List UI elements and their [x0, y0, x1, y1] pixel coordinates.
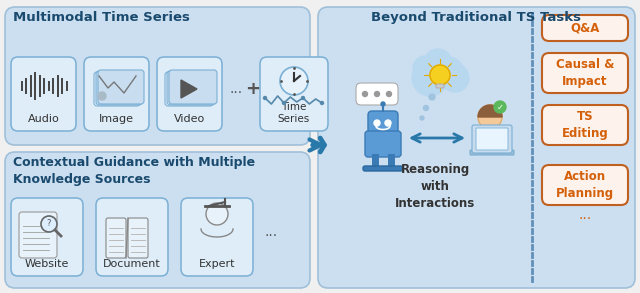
FancyBboxPatch shape	[98, 70, 144, 104]
Text: ?: ?	[47, 219, 51, 229]
FancyBboxPatch shape	[19, 212, 57, 258]
Circle shape	[494, 101, 506, 113]
FancyBboxPatch shape	[167, 71, 215, 105]
FancyBboxPatch shape	[365, 131, 401, 157]
FancyBboxPatch shape	[11, 198, 83, 276]
Circle shape	[264, 96, 266, 100]
FancyBboxPatch shape	[94, 72, 140, 106]
FancyBboxPatch shape	[165, 72, 213, 106]
FancyBboxPatch shape	[470, 150, 514, 155]
Circle shape	[413, 56, 437, 80]
Circle shape	[280, 67, 308, 95]
Circle shape	[282, 101, 285, 105]
FancyBboxPatch shape	[96, 71, 142, 105]
Text: ...: ...	[229, 82, 243, 96]
FancyArrowPatch shape	[310, 139, 321, 151]
Circle shape	[98, 92, 106, 100]
FancyBboxPatch shape	[356, 83, 398, 105]
Text: Image: Image	[99, 114, 134, 124]
Circle shape	[374, 91, 380, 96]
Circle shape	[432, 57, 464, 89]
Text: Beyond Traditional TS Tasks: Beyond Traditional TS Tasks	[371, 11, 581, 24]
FancyBboxPatch shape	[542, 15, 628, 41]
FancyBboxPatch shape	[96, 198, 168, 276]
Text: Expert: Expert	[199, 259, 236, 269]
Circle shape	[381, 102, 385, 106]
Circle shape	[424, 105, 429, 110]
Text: Causal &
Impact: Causal & Impact	[556, 59, 614, 88]
FancyBboxPatch shape	[11, 57, 76, 131]
Circle shape	[374, 120, 380, 126]
Circle shape	[424, 49, 452, 77]
Text: ...: ...	[579, 208, 591, 222]
FancyBboxPatch shape	[363, 166, 403, 171]
FancyBboxPatch shape	[542, 165, 628, 205]
FancyBboxPatch shape	[542, 105, 628, 145]
Circle shape	[385, 120, 391, 126]
Circle shape	[430, 65, 450, 85]
FancyBboxPatch shape	[84, 57, 149, 131]
Text: ✓: ✓	[497, 103, 504, 112]
FancyBboxPatch shape	[157, 57, 222, 131]
FancyBboxPatch shape	[476, 128, 508, 150]
Text: TS
Editing: TS Editing	[562, 110, 609, 139]
FancyBboxPatch shape	[318, 7, 635, 288]
FancyBboxPatch shape	[542, 53, 628, 93]
Polygon shape	[478, 105, 502, 117]
Text: Q&A: Q&A	[570, 21, 600, 35]
Text: Contextual Guidance with Multiple
Knowledge Sources: Contextual Guidance with Multiple Knowle…	[13, 156, 255, 185]
Text: Audio: Audio	[28, 114, 60, 124]
FancyBboxPatch shape	[5, 7, 310, 145]
FancyBboxPatch shape	[169, 70, 217, 104]
Text: Multimodal Time Series: Multimodal Time Series	[13, 11, 190, 24]
Text: Document: Document	[103, 259, 161, 269]
FancyBboxPatch shape	[436, 84, 444, 88]
Circle shape	[362, 91, 367, 96]
Circle shape	[321, 101, 323, 105]
Circle shape	[441, 64, 469, 92]
Text: ...: ...	[264, 225, 278, 239]
Text: Action
Planning: Action Planning	[556, 171, 614, 200]
Circle shape	[387, 91, 392, 96]
Text: Time
Series: Time Series	[278, 102, 310, 124]
Polygon shape	[181, 80, 197, 98]
Text: +: +	[246, 80, 260, 98]
FancyBboxPatch shape	[5, 152, 310, 288]
FancyBboxPatch shape	[181, 198, 253, 276]
Text: Reasoning
with
Interactions: Reasoning with Interactions	[395, 163, 475, 210]
Text: Video: Video	[174, 114, 205, 124]
Text: Website: Website	[25, 259, 69, 269]
Circle shape	[301, 96, 305, 100]
FancyBboxPatch shape	[260, 57, 328, 131]
FancyBboxPatch shape	[106, 218, 126, 258]
Circle shape	[412, 60, 448, 96]
Circle shape	[206, 203, 228, 225]
FancyBboxPatch shape	[128, 218, 148, 258]
FancyBboxPatch shape	[368, 111, 398, 133]
Circle shape	[420, 116, 424, 120]
Circle shape	[41, 216, 57, 232]
Circle shape	[478, 105, 502, 129]
FancyBboxPatch shape	[472, 125, 512, 153]
Circle shape	[429, 94, 435, 100]
